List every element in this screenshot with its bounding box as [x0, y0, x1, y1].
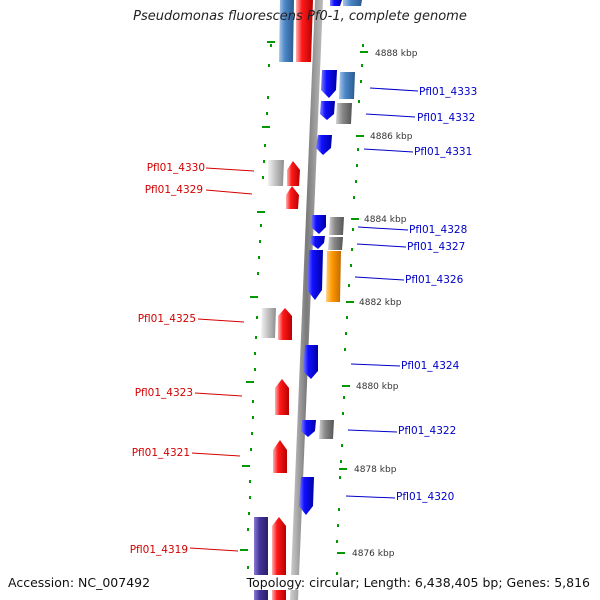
scale-label: 4886 kbp: [370, 132, 413, 142]
gene-gray: [328, 237, 343, 250]
gene-red: [286, 186, 299, 209]
right-gene-labels: Pfl01_4333 Pfl01_4332 Pfl01_4331 Pfl01_4…: [345, 86, 477, 503]
gene-blue: [303, 345, 318, 379]
scale-label: 4876 kbp: [352, 549, 395, 559]
scale-label: 4884 kbp: [364, 215, 407, 225]
scale-label: 4878 kbp: [354, 465, 397, 475]
scale-label: 4880 kbp: [356, 382, 399, 392]
gene-blue: [311, 215, 326, 234]
gene-gray: [319, 420, 334, 439]
gene-red: [273, 440, 287, 473]
gene-label: Pfl01_4320: [396, 491, 454, 503]
gene-red: [287, 161, 300, 186]
major-ticks: [240, 41, 368, 554]
accession-label: Accession: NC_007492: [8, 575, 151, 590]
gene-label: Pfl01_4332: [417, 112, 475, 124]
gene-label: Pfl01_4328: [409, 224, 467, 236]
gene-label: Pfl01_4329: [145, 184, 203, 196]
gene-blue: [330, 0, 342, 6]
gene-gray: [336, 103, 352, 124]
genome-backbone: [290, 0, 323, 600]
tick-track-left: [247, 44, 272, 569]
gene-blue: [321, 70, 337, 98]
gene-label: Pfl01_4321: [132, 447, 190, 459]
gene-blue: [301, 420, 316, 437]
scale-label: 4888 kbp: [375, 49, 418, 59]
gene-steel: [343, 0, 362, 6]
gene-label: Pfl01_4322: [398, 425, 456, 437]
gene-label: Pfl01_4323: [135, 387, 193, 399]
gene-lightgray: [261, 308, 276, 338]
gene-label: Pfl01_4333: [419, 86, 477, 98]
gene-blue: [299, 477, 314, 515]
gene-red: [275, 379, 289, 415]
topology-summary: Topology: circular; Length: 6,438,405 bp…: [246, 575, 590, 590]
gene-label: Pfl01_4330: [147, 162, 205, 174]
scale-labels: 4888 kbp 4886 kbp 4884 kbp 4882 kbp 4880…: [352, 49, 418, 559]
gene-gray: [329, 217, 344, 235]
gene-red: [278, 308, 292, 340]
left-gene-labels: Pfl01_4330 Pfl01_4329 Pfl01_4325 Pfl01_4…: [130, 162, 255, 556]
gene-blue: [316, 135, 332, 155]
gene-steel: [339, 72, 355, 99]
genome-title: Pseudomonas fluorescens Pf0-1, complete …: [133, 9, 467, 24]
gene-label: Pfl01_4325: [138, 313, 196, 325]
gene-blue: [310, 236, 325, 249]
gene-steel: [279, 0, 294, 62]
gene-blue: [320, 101, 335, 120]
gene-lightgray: [268, 160, 284, 186]
gene-label: Pfl01_4324: [401, 360, 460, 372]
gene-label: Pfl01_4319: [130, 544, 188, 556]
scale-label: 4882 kbp: [359, 298, 402, 308]
gene-label: Pfl01_4331: [414, 146, 472, 158]
reverse-genes: [299, 0, 362, 515]
gene-blue: [307, 250, 323, 300]
gene-orange: [326, 251, 341, 302]
gene-label: Pfl01_4326: [405, 274, 464, 286]
gene-label: Pfl01_4327: [407, 241, 465, 253]
gene-red: [296, 0, 313, 62]
tick-track-right: [336, 44, 364, 575]
